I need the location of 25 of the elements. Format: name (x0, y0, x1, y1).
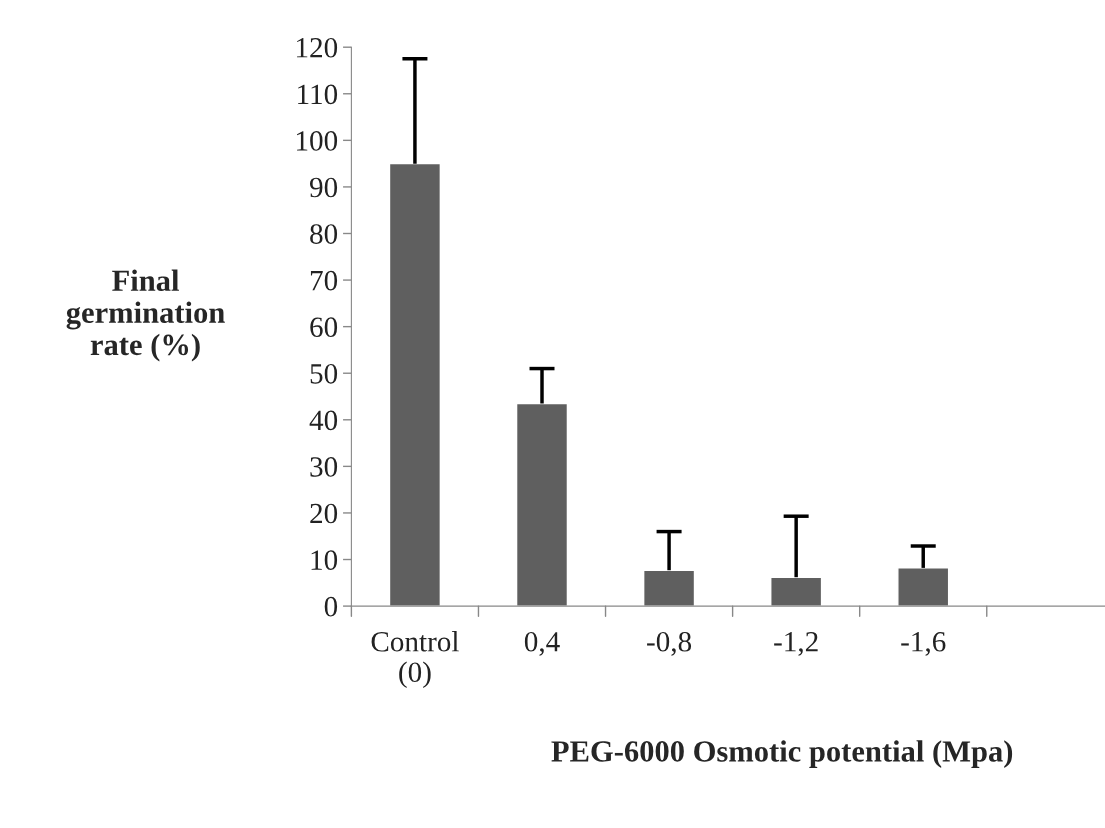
y-tick-label: 60 (310, 317, 338, 338)
x-axis-title: PEG-6000 Osmotic potential (Mpa) (551, 740, 1013, 768)
y-tick-label: 10 (311, 550, 338, 570)
x-tick-label: 0,4 (524, 631, 560, 656)
y-tick-label: 20 (310, 503, 338, 524)
y-tick-label: 100 (297, 131, 338, 151)
y-tick-label: 110 (298, 84, 338, 105)
bar (515, 402, 569, 607)
y-tick-label: 30 (310, 457, 338, 477)
y-tick-label: 70 (310, 270, 338, 291)
bar (770, 576, 823, 607)
x-tick-label: Control (0) (371, 631, 459, 689)
y-tick-label: 40 (309, 410, 338, 431)
x-tick-label: -0,8 (647, 631, 692, 656)
bar (642, 569, 696, 607)
y-tick-label: 50 (310, 363, 338, 384)
y-tick-label: 90 (309, 177, 338, 198)
y-axis-title: Final germination rate (%) (66, 269, 225, 362)
x-tick-label: -1,2 (774, 632, 818, 656)
y-tick-label: 0 (324, 596, 338, 617)
bar (897, 567, 950, 607)
y-tick-label: 80 (310, 224, 338, 244)
bar (388, 162, 442, 607)
y-tick-label: 120 (297, 37, 338, 58)
x-tick-label: -1,6 (901, 632, 946, 656)
